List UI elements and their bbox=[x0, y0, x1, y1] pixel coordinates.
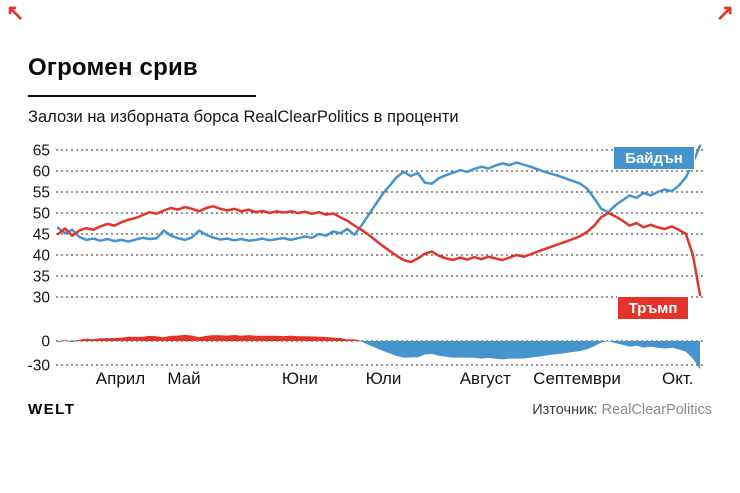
expand-arrow-top-left-icon[interactable]: ↖ bbox=[6, 0, 25, 25]
source-credit: Източник: RealClearPolitics bbox=[532, 402, 712, 418]
y-axis-tick-label: 60 bbox=[33, 164, 51, 181]
margin-area-biden-lead bbox=[58, 341, 700, 370]
chart-subtitle: Залози на изборната борса RealClearPolit… bbox=[28, 108, 459, 126]
trump-line bbox=[56, 205, 702, 297]
y-axis-tick-label: 30 bbox=[33, 290, 51, 307]
y-axis-tick-label: 50 bbox=[33, 206, 51, 223]
x-axis-month-label: Окт. bbox=[662, 369, 693, 388]
x-axis-month-label: Септември bbox=[533, 369, 621, 388]
margin-axis-tick-label: 0 bbox=[41, 334, 50, 351]
y-axis-tick-label: 45 bbox=[33, 227, 50, 244]
biden-line bbox=[56, 144, 702, 243]
margin-area-trump-lead bbox=[58, 334, 700, 341]
welt-logo: WELT bbox=[28, 401, 76, 418]
x-axis-month-label: Май bbox=[167, 369, 200, 388]
chart-title: Огромен срив bbox=[28, 54, 198, 81]
biden-series-label: Байдън bbox=[613, 146, 695, 170]
expand-arrow-top-right-icon[interactable]: ↗ bbox=[715, 0, 734, 25]
source-value: RealClearPolitics bbox=[601, 402, 712, 418]
y-axis-tick-label: 55 bbox=[33, 185, 50, 202]
y-axis-tick-label: 65 bbox=[33, 143, 50, 160]
x-axis-month-label: Април bbox=[96, 369, 145, 388]
y-axis-tick-label: 35 bbox=[33, 269, 50, 286]
x-axis-month-label: Август bbox=[460, 369, 511, 388]
source-label: Източник: bbox=[532, 402, 598, 418]
margin-axis-tick-label: -30 bbox=[28, 358, 51, 375]
x-axis-month-label: Юни bbox=[282, 369, 318, 388]
x-axis-month-label: Юли bbox=[366, 369, 402, 388]
title-underline bbox=[28, 95, 256, 97]
trump-series-label: Тръмп bbox=[617, 296, 689, 320]
y-axis-tick-label: 40 bbox=[33, 248, 51, 265]
